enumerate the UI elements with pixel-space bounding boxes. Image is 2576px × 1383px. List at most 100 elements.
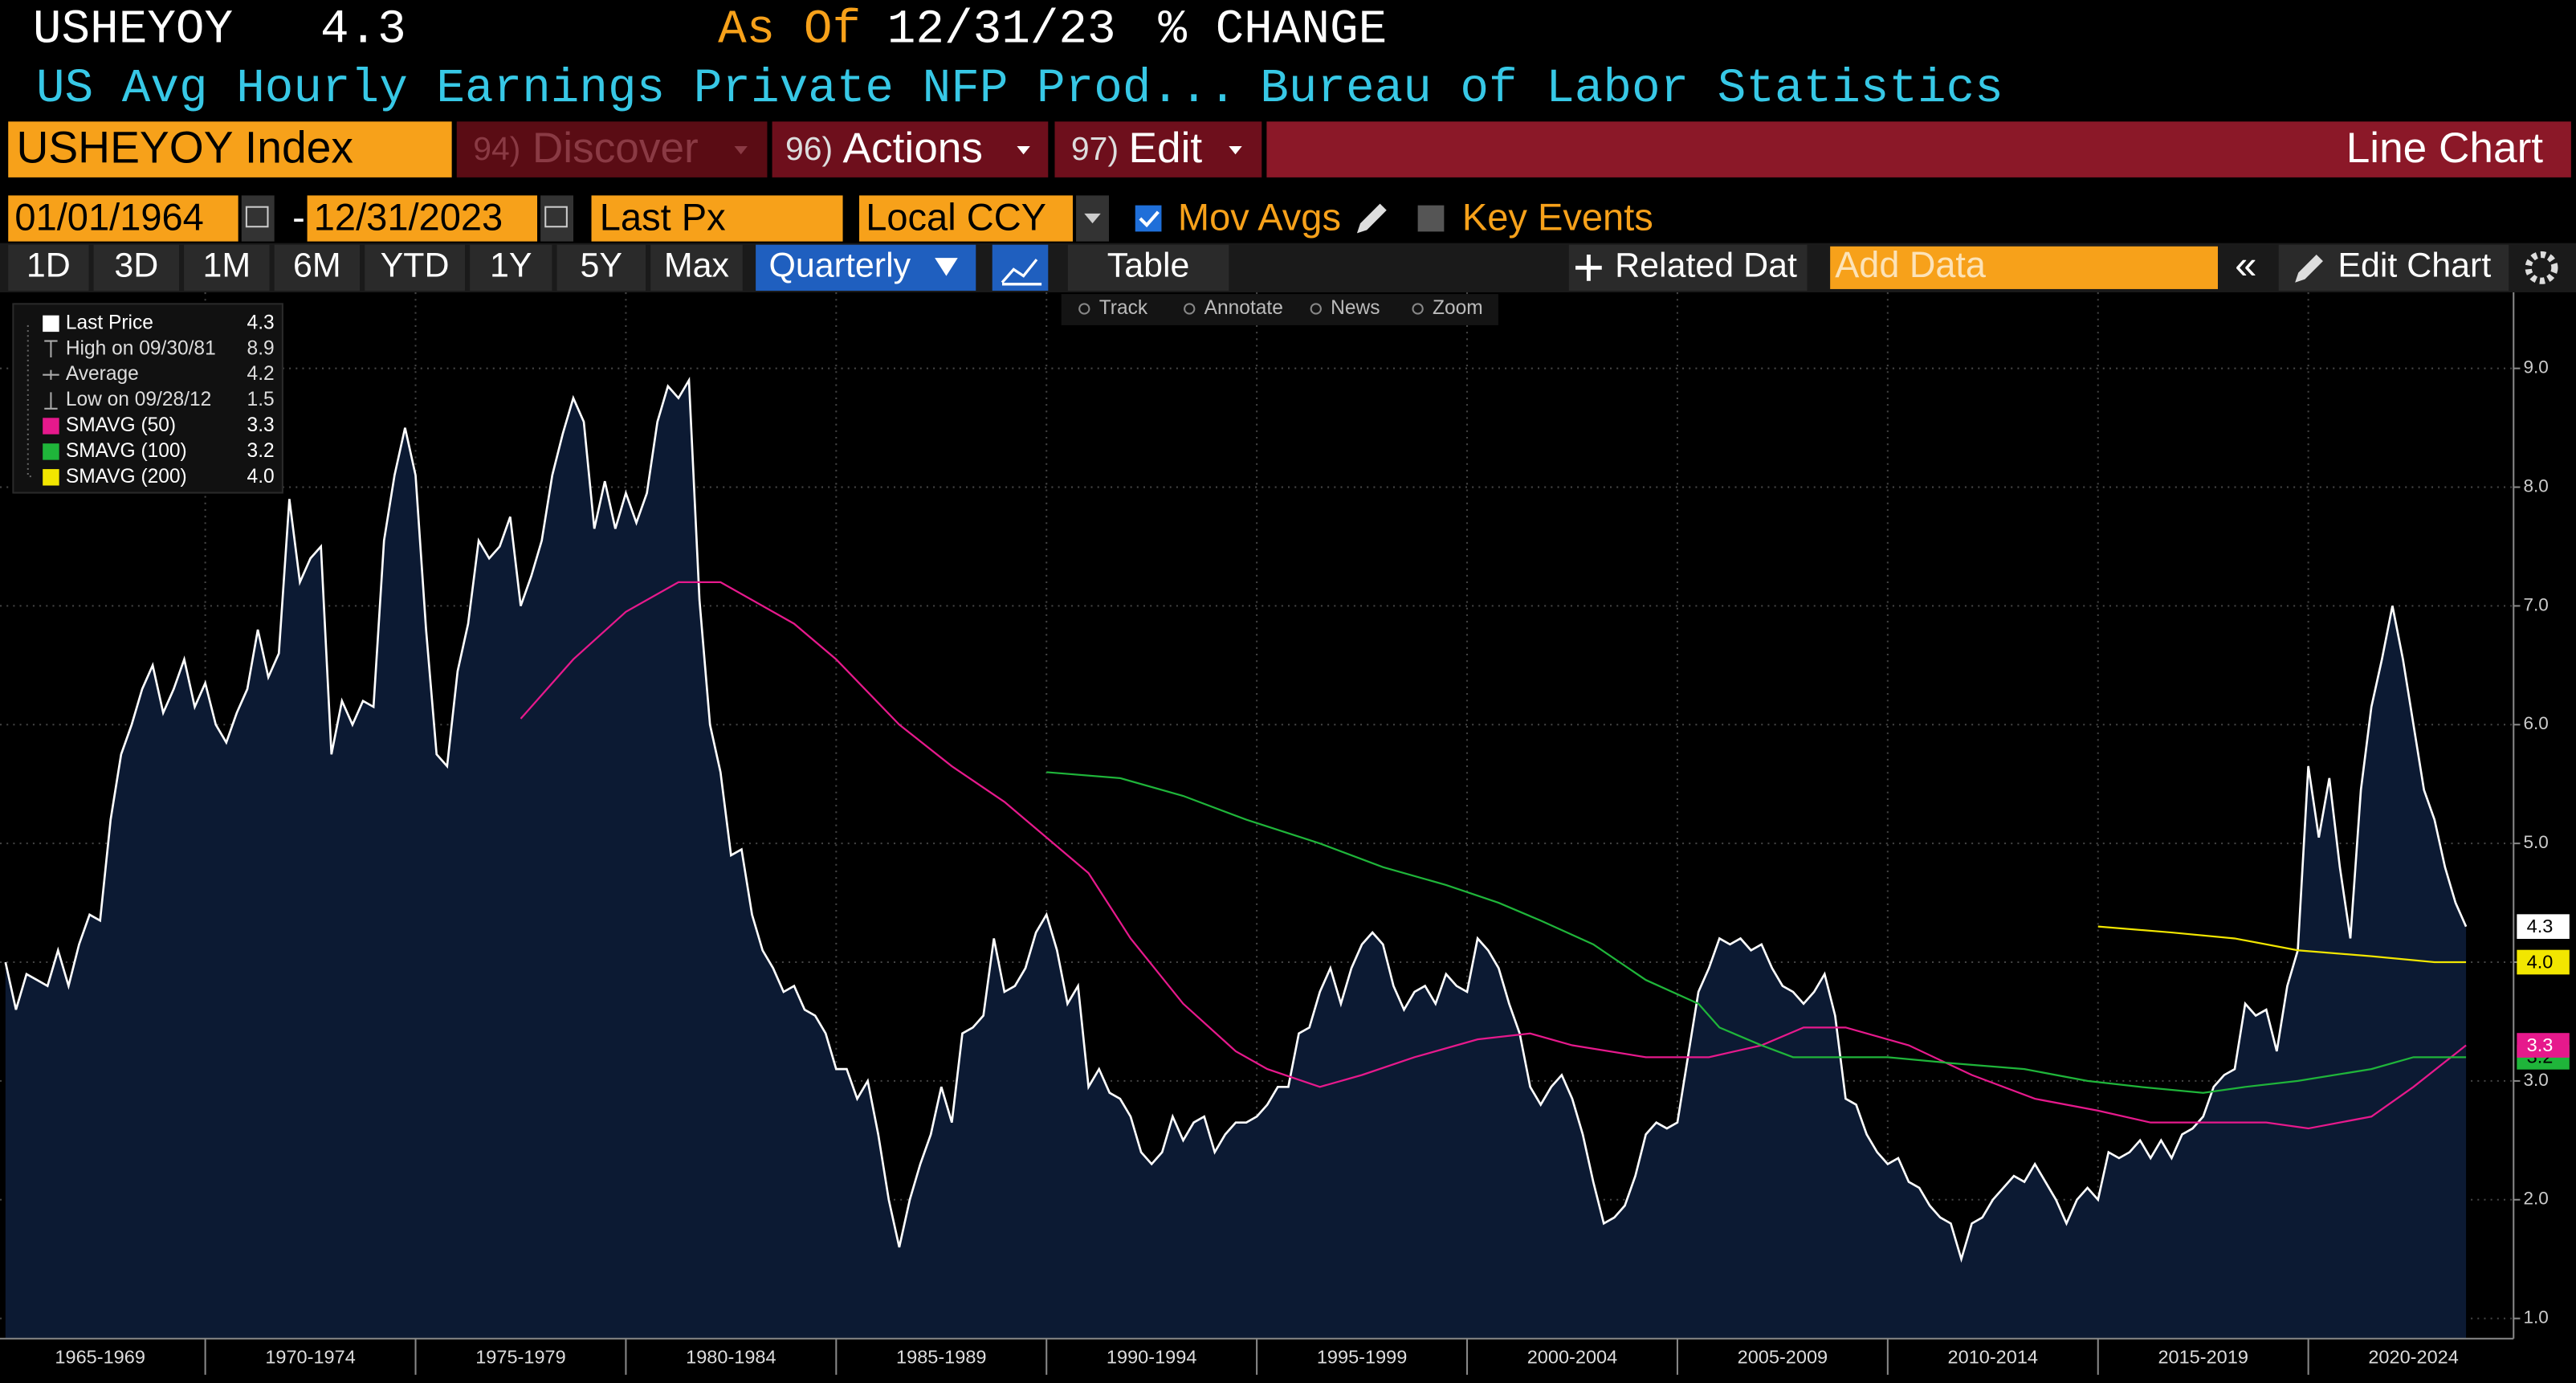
menu-number: 96) <box>785 130 833 167</box>
range-button[interactable] <box>93 244 180 291</box>
pencil-icon[interactable] <box>1356 203 1387 234</box>
range-button[interactable] <box>470 244 552 291</box>
legend-value: 3.3 <box>247 414 275 436</box>
value-tag <box>2517 1033 2570 1058</box>
menu-label: Actions <box>843 124 983 172</box>
header: USHEYOY 4.3 As Of 12/31/23 % CHANGE US A… <box>33 2 2003 116</box>
y-tick-label: 7.0 <box>2524 594 2549 614</box>
x-tick-label: 2010-2014 <box>1948 1347 2038 1368</box>
table-button[interactable] <box>1067 244 1229 291</box>
legend-icon <box>43 369 59 380</box>
start-date-field[interactable] <box>8 195 238 242</box>
value-tag <box>2517 949 2570 975</box>
range-label: 3D <box>114 247 158 285</box>
calendar-icon <box>245 206 269 228</box>
related: Related Dat <box>1615 247 1797 285</box>
x-tick-label: 2020-2024 <box>2368 1347 2458 1368</box>
mov-avgs[interactable]: Mov Avgs <box>1178 195 1341 238</box>
tool-icon <box>1184 303 1196 315</box>
legend-swatch <box>43 443 59 460</box>
y-tick-label: 1.0 <box>2524 1308 2549 1328</box>
add-data: Add Data <box>1835 244 1987 285</box>
as-of-label: As Of <box>718 2 861 56</box>
x-tick-label: 2000-2004 <box>1527 1347 1617 1368</box>
view-name: Line Chart <box>2346 124 2544 172</box>
range-button[interactable] <box>274 244 361 291</box>
tool-label[interactable]: Zoom <box>1433 297 1483 319</box>
menu-discover[interactable] <box>456 121 768 177</box>
last-value: 4.3 <box>320 2 406 56</box>
field-selector[interactable] <box>591 195 843 242</box>
legend-icon <box>44 392 58 410</box>
key-events[interactable]: Key Events <box>1462 195 1653 238</box>
range-button[interactable] <box>365 244 465 291</box>
x-tick-label: 2005-2009 <box>1738 1347 1828 1368</box>
menu-edit[interactable] <box>1054 121 1262 177</box>
mov-avgs-checkbox[interactable] <box>1135 205 1162 232</box>
chart: 1.0 2.0 3.0 4.0 5.0 6.0 7.0 8.0 9.0 1965-1969 1970… <box>0 292 2570 1383</box>
x-tick-label: 1995-1999 <box>1317 1347 1407 1368</box>
line <box>4 376 2468 1263</box>
x-tick-label: 1975-1979 <box>475 1347 565 1368</box>
legend-name: High on 09/30/81 <box>66 337 216 359</box>
range-button[interactable] <box>650 244 743 291</box>
menu-label: Discover <box>532 124 699 172</box>
tool-icon <box>1078 303 1090 315</box>
security: USHEYOY Index <box>16 123 353 173</box>
currency-selector[interactable] <box>859 195 1073 242</box>
x-tick-label: 2015-2019 <box>2158 1347 2248 1368</box>
period-selector[interactable] <box>756 244 976 291</box>
range-button[interactable] <box>184 244 270 291</box>
range-button[interactable] <box>8 244 89 291</box>
legend-name: Low on 09/28/12 <box>66 389 211 410</box>
chart-tools: Track Annotate News Zoom <box>1061 294 1498 325</box>
y-tick-label: 3.0 <box>2524 1070 2549 1090</box>
legend-value: 8.9 <box>247 337 275 359</box>
settings-icon[interactable] <box>2525 251 2558 284</box>
tool-label[interactable]: News <box>1331 297 1380 319</box>
legend-value: 3.2 <box>247 440 275 462</box>
plus-icon <box>1575 254 1602 281</box>
calendar-icon <box>544 206 568 228</box>
collapse-icon[interactable]: « <box>2235 243 2256 287</box>
x-tick-label: 1980-1984 <box>686 1347 776 1368</box>
menu-actions[interactable] <box>772 121 1049 177</box>
legend-value: 4.2 <box>247 363 275 385</box>
y-tick-label: 5.0 <box>2524 832 2549 852</box>
y-tick-label: 6.0 <box>2524 713 2549 733</box>
menu-number: 94) <box>473 130 520 167</box>
dropdown-icon <box>1084 213 1101 224</box>
related-button[interactable] <box>1568 244 1808 291</box>
legend-swatch <box>43 418 59 434</box>
menu-label: Edit <box>1129 124 1203 172</box>
tools-bar <box>1061 294 1498 325</box>
line <box>2097 925 2467 964</box>
edit-chart-button[interactable] <box>2278 244 2509 291</box>
legend-swatch <box>43 469 59 486</box>
range-label: 6M <box>293 247 341 285</box>
tool-label[interactable]: Track <box>1099 297 1148 319</box>
legend-value: 4.0 <box>247 466 275 488</box>
key-events-checkbox[interactable] <box>1417 205 1445 232</box>
field: Last Px <box>600 195 726 238</box>
y-tick-label: 2.0 <box>2524 1189 2549 1209</box>
chart-type-icon <box>1001 259 1042 286</box>
range-button[interactable] <box>556 244 646 291</box>
end-date-field[interactable] <box>307 195 538 242</box>
check-icon <box>1139 210 1160 228</box>
security-field[interactable] <box>8 121 452 177</box>
tool-label[interactable]: Annotate <box>1204 297 1283 319</box>
add-data-field[interactable] <box>1830 246 2218 289</box>
line <box>520 581 2467 1130</box>
x-tick-label: 1965-1969 <box>55 1347 145 1368</box>
range-label: 5Y <box>581 247 623 285</box>
legend-name: SMAVG (100) <box>66 440 187 462</box>
y-tick-label: 8.0 <box>2524 475 2549 496</box>
legend-value: 4.3 <box>247 312 275 333</box>
y-tick-label: 9.0 <box>2524 357 2549 377</box>
legend-icon <box>44 340 58 358</box>
date-separator: - <box>292 195 305 238</box>
description: US Avg Hourly Earnings Private NFP Prod.… <box>36 62 1237 116</box>
dropdown-icon <box>1017 146 1030 155</box>
